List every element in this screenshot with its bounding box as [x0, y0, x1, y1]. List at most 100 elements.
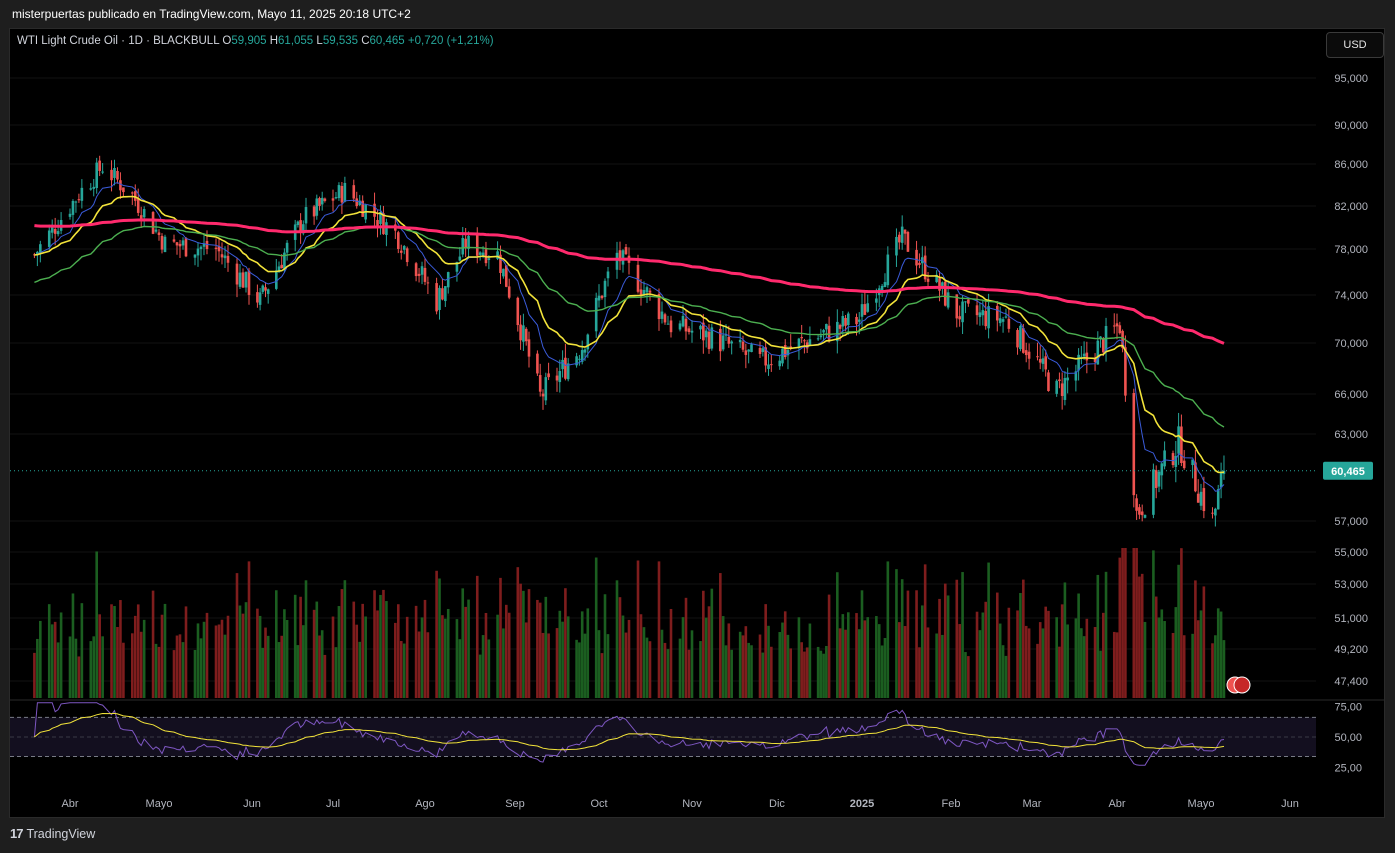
candle-body [558, 371, 562, 383]
volume-bar [247, 561, 251, 698]
candle-body [151, 212, 155, 234]
candle-body [687, 328, 691, 333]
volume-bar [678, 638, 682, 698]
candle-body [56, 231, 60, 235]
candle-body [1082, 353, 1086, 357]
candle-body [1202, 488, 1206, 512]
ema-line [34, 195, 1225, 474]
candle-body [1041, 358, 1045, 364]
candle-body [1004, 316, 1008, 318]
candle-body [382, 213, 385, 235]
candle-body [296, 221, 300, 226]
candle-body [1140, 511, 1144, 516]
candle-body [337, 185, 341, 199]
volume-bar [101, 636, 104, 698]
candle-body [580, 350, 584, 362]
volume-bar [955, 579, 959, 698]
volume-bar [1191, 633, 1194, 698]
candle-body [808, 339, 812, 346]
price-tick-label: 82,000 [1334, 201, 1368, 213]
volume-bar [33, 652, 36, 698]
x-tick-label: Sep [505, 798, 525, 810]
candle-body [710, 327, 714, 349]
volume-bar [1007, 607, 1011, 698]
volume-bar [151, 590, 155, 698]
candle-body [355, 198, 359, 207]
volume-bar [758, 634, 762, 698]
candle-body [1171, 453, 1175, 466]
candle-body [1027, 351, 1031, 359]
candle-body [639, 289, 643, 296]
candle-body [797, 338, 801, 348]
candle-body [841, 316, 845, 327]
candle-body [645, 287, 649, 293]
candle-body [886, 254, 890, 286]
candle-body [499, 254, 502, 273]
candle-body [1152, 469, 1155, 515]
volume-bar [499, 577, 502, 698]
volume-bar [376, 610, 379, 698]
candle-body [903, 229, 907, 234]
candle-body [241, 272, 245, 288]
x-tick-label: Nov [682, 798, 702, 810]
candle-body [846, 313, 850, 326]
candle-body [624, 247, 628, 255]
candle-body [800, 337, 803, 339]
candle-body [900, 226, 904, 243]
volume-bar [1160, 609, 1164, 698]
currency-button[interactable]: USD [1326, 32, 1384, 58]
candle-body [855, 316, 858, 325]
volume-bar [978, 630, 982, 698]
volume-bar [1140, 573, 1144, 698]
candle-body [819, 335, 823, 338]
low-value: 59,535 [322, 35, 359, 47]
candle-body [74, 201, 78, 203]
candle-body [304, 207, 308, 224]
candle-body [964, 301, 967, 303]
volume-bar [702, 590, 705, 698]
candle-body [727, 336, 731, 344]
candle-body [926, 278, 930, 282]
volume-bar [699, 641, 702, 698]
volume-bar [880, 645, 884, 698]
publisher-line: misterpuertas publicado en TradingView.c… [12, 7, 411, 21]
volume-bar [648, 641, 652, 698]
volume-bar [417, 631, 421, 698]
candle-body [163, 236, 167, 253]
volume-bar [690, 630, 694, 698]
volume-bar [566, 616, 570, 698]
change-value: +0,720 (+1,21%) [407, 35, 494, 47]
volume-bar [1202, 586, 1206, 698]
volume-bar [1024, 625, 1028, 698]
candle-body [402, 246, 406, 250]
candle-body [396, 232, 400, 249]
volume-bar [681, 617, 685, 698]
volume-bar [1085, 618, 1089, 698]
volume-bar [687, 649, 691, 698]
candle-body [1191, 459, 1194, 466]
volume-bar [606, 634, 610, 698]
volume-bar [496, 614, 499, 698]
candle-body [536, 353, 539, 374]
candle-body [946, 292, 950, 308]
candle-body [857, 319, 861, 322]
volume-bar [199, 638, 203, 698]
candle-body [334, 197, 338, 199]
candle-body [423, 267, 427, 282]
volume-bar [750, 645, 753, 698]
volume-bar [844, 629, 847, 698]
volume-bar [541, 632, 545, 698]
candle-body [266, 289, 270, 294]
candle-body [704, 330, 708, 338]
volume-bar [1047, 610, 1050, 698]
volume-bar [730, 649, 733, 698]
candle-body [1177, 426, 1180, 454]
candle-body [202, 243, 206, 247]
volume-bar [302, 625, 305, 698]
candle-body [1016, 330, 1019, 348]
volume-bar [1135, 548, 1138, 698]
candle-body [98, 160, 101, 171]
candle-body [681, 315, 685, 327]
volume-bar [915, 590, 918, 698]
